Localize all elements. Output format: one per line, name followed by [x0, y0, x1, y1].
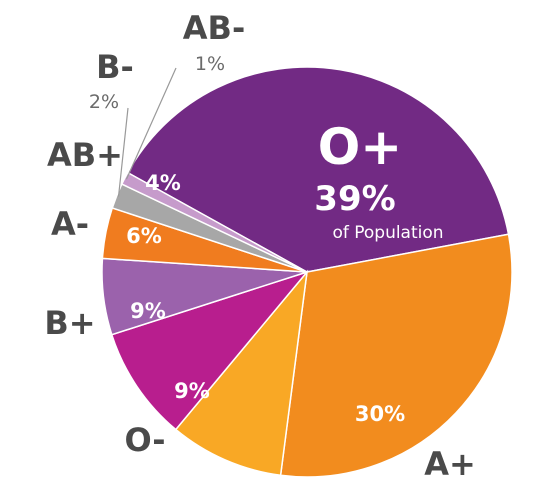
- slice-label-a-positive: A+: [424, 445, 476, 483]
- pie-slices: [101, 66, 513, 478]
- slice-label-ab-negative: AB-: [183, 9, 245, 47]
- slice-pct-o-positive: 39%: [314, 179, 395, 219]
- slice-label-b-negative: B-: [96, 48, 134, 86]
- pie-slice-o-positive: [126, 66, 510, 273]
- slice-labels: O+ 39% of Population 30% A+ 9% O- 9% B+ …: [44, 9, 475, 483]
- slice-pct-a-positive: 30%: [355, 402, 405, 426]
- slice-pct-ab-positive: 4%: [145, 171, 181, 195]
- pie-slice-o-negative: [174, 269, 309, 477]
- leader-line-b-negative: [117, 107, 129, 197]
- slice-pct-b-negative: 2%: [89, 91, 119, 113]
- slice-pct-a-negative: 6%: [126, 224, 162, 248]
- leader-lines: [117, 67, 177, 197]
- slice-pct-b-positive: 9%: [130, 299, 166, 323]
- pie-slice-b-positive: [110, 270, 310, 431]
- slice-pct-o-negative: 9%: [174, 379, 210, 403]
- pie-slice-a-positive: [279, 233, 513, 478]
- slice-label-ab-positive: AB+: [47, 136, 123, 174]
- slice-pct-ab-negative: 1%: [195, 53, 225, 75]
- slice-label-b-positive: B+: [44, 304, 95, 342]
- pie-slice-ab-negative: [120, 171, 308, 273]
- slice-label-o-negative: O-: [124, 421, 165, 459]
- slice-label-o-positive: O+: [318, 118, 402, 176]
- slice-sub-o-positive: of Population: [332, 223, 443, 243]
- slice-label-a-negative: A-: [51, 205, 89, 243]
- leader-line-ab-negative: [125, 67, 177, 180]
